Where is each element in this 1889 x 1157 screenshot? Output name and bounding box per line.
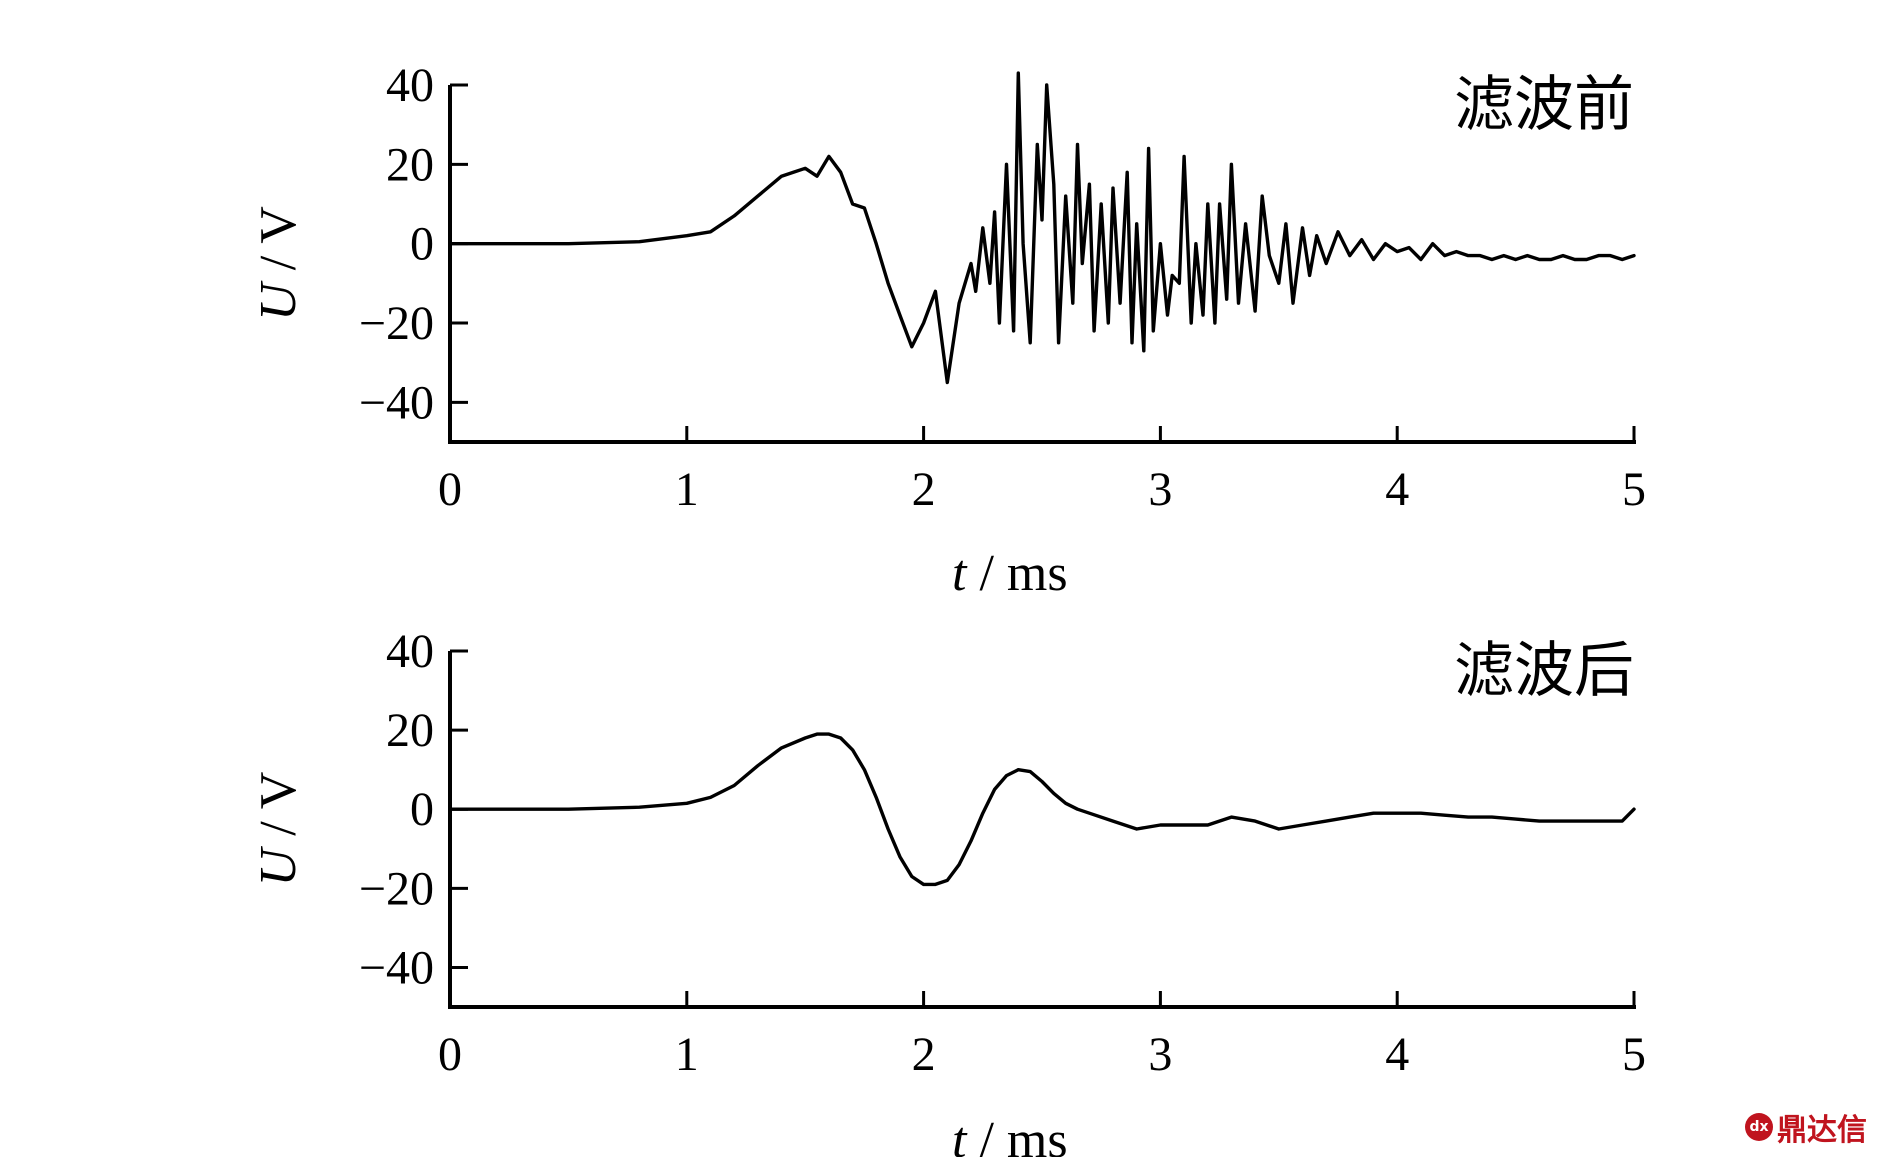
y-axis-title: U / V: [250, 206, 307, 321]
bottom-panel-after-filtering: −40 −20 0 20 40 0 1 2 3 4 5 t / ms U / V 滤波后: [250, 625, 1646, 1157]
y-tick-label: −20: [359, 297, 434, 350]
x-tick-label: 4: [1385, 463, 1409, 516]
y-tick-label: 0: [410, 218, 434, 271]
x-tick-label: 1: [675, 463, 699, 516]
watermark-text: 鼎达信: [1777, 1113, 1867, 1148]
y-tick-label: −20: [359, 862, 434, 915]
y-tick-label: 40: [386, 625, 434, 678]
x-tick-label: 0: [438, 463, 462, 516]
x-tick-label: 4: [1385, 1028, 1409, 1081]
y-tick-label: 20: [386, 138, 434, 191]
panel-label: 滤波前: [1454, 72, 1634, 138]
y-tick-label: −40: [359, 941, 434, 994]
y-tick-label: 40: [386, 59, 434, 112]
y-tick-label: 0: [410, 783, 434, 836]
voltage-trace-line: [448, 732, 1636, 887]
y-tick-label: 20: [386, 704, 434, 757]
panel-label: 滤波后: [1454, 638, 1634, 704]
x-tick-label: 1: [675, 1028, 699, 1081]
x-tick-label: 2: [912, 463, 936, 516]
watermark: dx 鼎达信: [1745, 1105, 1867, 1149]
x-tick-label: 3: [1148, 1028, 1172, 1081]
x-axis-title: t / ms: [952, 545, 1068, 602]
x-axis-title: t / ms: [952, 1112, 1068, 1157]
y-tick-label: −40: [359, 376, 434, 429]
voltage-trace-line: [448, 71, 1636, 385]
x-tick-label: 5: [1622, 1028, 1646, 1081]
x-tick-label: 3: [1148, 463, 1172, 516]
top-panel-before-filtering: −40 −20 0 20 40 0 1 2 3 4 5 t / ms U / V 滤波前: [250, 59, 1646, 602]
watermark-logo-icon: dx: [1745, 1113, 1773, 1141]
y-axis-title: U / V: [250, 772, 307, 887]
x-tick-label: 0: [438, 1028, 462, 1081]
x-tick-label: 5: [1622, 463, 1646, 516]
x-tick-label: 2: [912, 1028, 936, 1081]
